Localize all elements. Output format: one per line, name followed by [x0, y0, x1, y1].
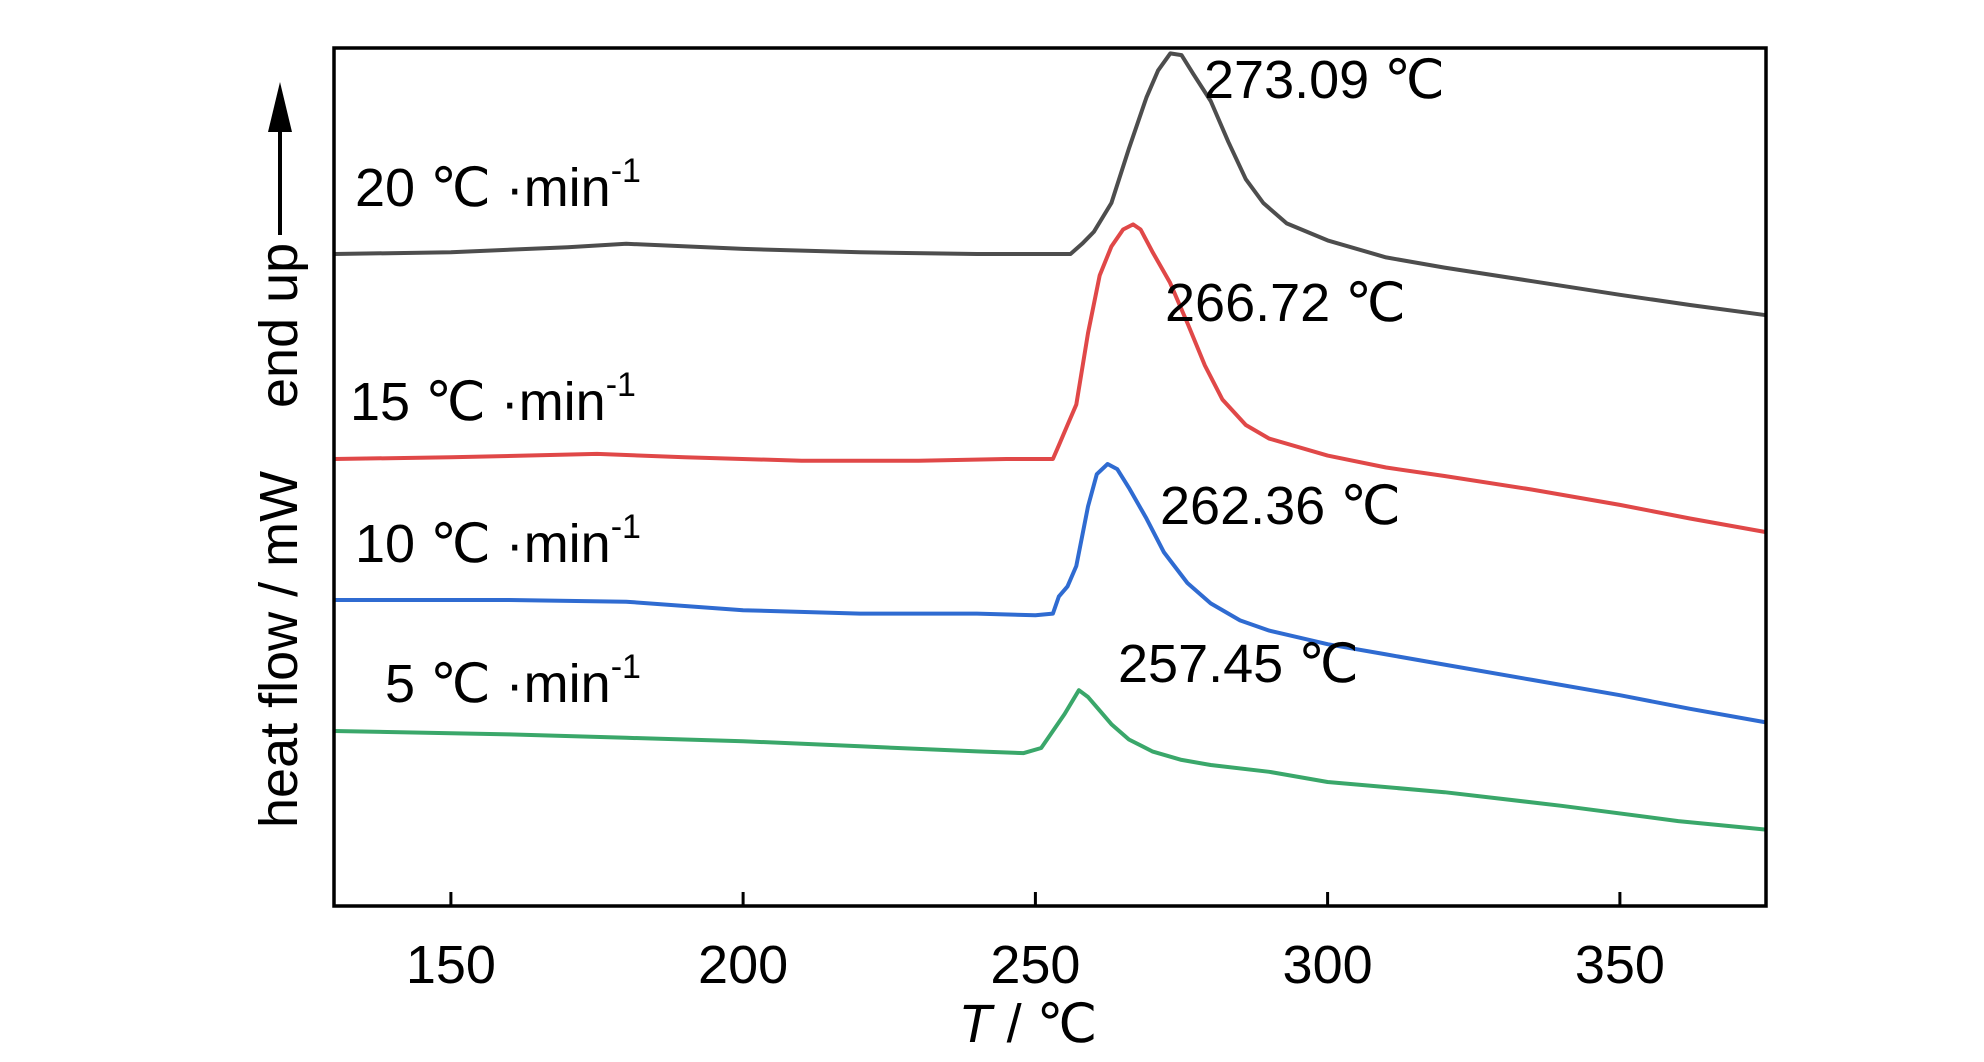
peak-label-s20: 273.09 ℃ [1204, 50, 1445, 110]
x-tick-label-300: 300 [1283, 935, 1373, 995]
series-label-s15: 15 ℃ ·min-1 [350, 366, 636, 432]
x-tick-label-150: 150 [406, 935, 496, 995]
end-up-arrow-icon [268, 82, 292, 235]
series-label-sup-s5: -1 [611, 648, 641, 686]
series-label-s20: 20 ℃ ·min-1 [355, 152, 641, 218]
series-layer [333, 51, 1767, 832]
series-line-s10 [334, 462, 1767, 725]
x-tick-label-250: 250 [990, 935, 1080, 995]
series-label-sup-s20: -1 [611, 152, 641, 190]
peak-label-s15: 266.72 ℃ [1165, 273, 1406, 333]
peak-label-s5: 257.45 ℃ [1118, 634, 1359, 694]
series-line-s20 [333, 51, 1767, 318]
series-label-s5: 5 ℃ ·min-1 [385, 648, 641, 714]
series-line-s5 [333, 688, 1767, 832]
x-axis-title: T / ℃ [959, 994, 1098, 1054]
direction-label: end up [249, 243, 309, 408]
series-label-text-s15: 15 ℃ ·min [350, 372, 606, 432]
y-axis-title: heat flow / mW [249, 471, 309, 828]
peak-label-s10: 262.36 ℃ [1160, 476, 1401, 536]
series-label-text-s10: 10 ℃ ·min [355, 514, 611, 574]
series-line-s15 [333, 222, 1767, 535]
series-label-text-s20: 20 ℃ ·min [355, 158, 611, 218]
tick-layer: 150 200 250 300 350 [406, 892, 1665, 995]
plot-frame [332, 46, 1768, 908]
x-tick-label-350: 350 [1575, 935, 1665, 995]
series-label-text-s5: 5 ℃ ·min [385, 654, 611, 714]
series-label-s10: 10 ℃ ·min-1 [355, 508, 641, 574]
x-axis-title-symbol: T [959, 994, 996, 1054]
series-label-sup-s15: -1 [606, 366, 636, 404]
series-label-sup-s10: -1 [611, 508, 641, 546]
x-tick-label-200: 200 [698, 935, 788, 995]
x-axis-title-unit: / ℃ [992, 994, 1098, 1054]
